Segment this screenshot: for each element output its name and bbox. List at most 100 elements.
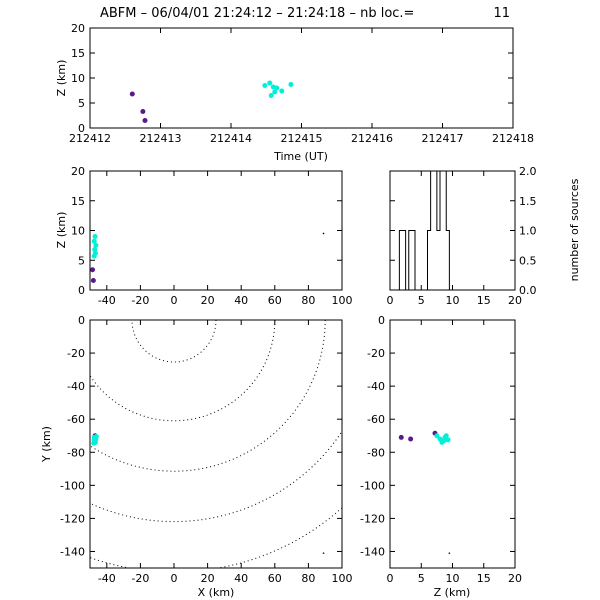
source-point-late — [91, 253, 97, 259]
x-tick-label: 15 — [477, 572, 491, 585]
y-axis-label: Y (km) — [40, 426, 53, 463]
y-tick-label: 0 — [78, 122, 85, 135]
y-tick-label: -40 — [367, 380, 385, 393]
reference-marker — [448, 552, 451, 554]
x-tick-label: 0 — [171, 294, 178, 307]
x-tick-label: 10 — [446, 294, 460, 307]
x-tick-label: 60 — [268, 572, 282, 585]
source-point-early — [398, 434, 404, 440]
x-tick-label: 80 — [301, 572, 315, 585]
panel-time-height: 212412 212413 212414 212415 212416 212417 2124… — [55, 22, 534, 163]
y-tick-label: 20 — [71, 165, 85, 178]
panel-plan-view: -40 -20 0 20 40 60 80 100 0 -20 -40 -60 -80 -100 -120 -… — [40, 314, 353, 599]
y-tick-label: -140 — [60, 545, 85, 558]
y-axis-label: Z (km) — [55, 60, 68, 97]
x-tick-label: 100 — [332, 294, 353, 307]
nb-loc-value: 11 — [493, 6, 510, 21]
x-tick-label: 40 — [234, 572, 248, 585]
y-tick-label: 10 — [71, 225, 85, 238]
y-tick-label: -140 — [360, 545, 385, 558]
source-point-late — [93, 434, 99, 440]
x-tick-label: 0 — [387, 294, 394, 307]
x-tick-label: 15 — [477, 294, 491, 307]
y-tick-label: -60 — [67, 413, 85, 426]
y-tick-label: -60 — [367, 413, 385, 426]
y-tick-label: 0 — [78, 284, 85, 297]
x-tick-label: 212418 — [492, 132, 534, 145]
source-point-late — [441, 438, 447, 444]
reference-marker — [322, 552, 325, 554]
source-point-early — [142, 118, 148, 123]
y-tick-label: 2.0 — [519, 165, 537, 178]
x-tick-label: 212414 — [210, 132, 252, 145]
y-tick-label: 15 — [71, 47, 85, 60]
source-point-late — [262, 83, 268, 88]
source-point-late — [434, 433, 440, 439]
x-tick-label: 212413 — [140, 132, 182, 145]
x-axis-label: Z (km) — [434, 586, 471, 599]
x-tick-label: 100 — [332, 572, 353, 585]
source-point-early — [129, 91, 135, 97]
source-point-late — [443, 433, 449, 439]
source-point-early — [90, 267, 96, 273]
x-tick-label: 212416 — [351, 132, 393, 145]
x-tick-label: 40 — [234, 294, 248, 307]
x-tick-label: 20 — [201, 572, 215, 585]
x-axis-label: X (km) — [198, 586, 235, 599]
y-tick-label: -120 — [360, 512, 385, 525]
reference-marker — [322, 232, 325, 235]
y-tick-label: 1.5 — [519, 195, 537, 208]
y-tick-label: 0 — [378, 314, 385, 327]
x-tick-label: 0 — [171, 572, 178, 585]
panel-x-height: -40 -20 0 20 40 60 80 100 0 5 10 15 20 Z (km) — [55, 165, 353, 307]
x-tick-label: 20 — [201, 294, 215, 307]
x-tick-label: 212412 — [69, 132, 111, 145]
x-tick-label: -20 — [131, 294, 149, 307]
y-axis-label: number of sources — [568, 178, 581, 281]
source-point-late — [91, 440, 97, 446]
panel-frame — [89, 319, 343, 569]
source-point-late — [272, 89, 278, 95]
panel-height-histogram: 0 5 10 15 200.0 0.5 1.0 1.5 2.0 number of source… — [387, 165, 582, 307]
x-tick-label: -40 — [98, 572, 116, 585]
range-contour — [90, 430, 342, 523]
y-tick-label: -100 — [60, 479, 85, 492]
y-tick-label: -80 — [367, 446, 385, 459]
x-tick-label: 212415 — [281, 132, 323, 145]
x-tick-label: 60 — [268, 294, 282, 307]
y-tick-label: 10 — [71, 72, 85, 85]
source-point-early — [140, 109, 146, 114]
source-point-late — [93, 242, 99, 248]
x-tick-label: 0 — [387, 572, 394, 585]
x-tick-label: 5 — [418, 572, 425, 585]
x-tick-label: -20 — [131, 572, 149, 585]
y-tick-label: 20 — [71, 22, 85, 35]
x-tick-label: 20 — [508, 294, 522, 307]
x-tick-label: -40 — [98, 294, 116, 307]
x-axis-label: Time (UT) — [273, 150, 328, 163]
y-tick-label: 5 — [78, 97, 85, 110]
y-tick-label: 5 — [78, 254, 85, 267]
y-tick-label: -100 — [360, 479, 385, 492]
y-tick-label: -120 — [60, 512, 85, 525]
source-point-late — [288, 82, 294, 87]
x-tick-label: 5 — [418, 294, 425, 307]
y-tick-label: 0 — [78, 314, 85, 327]
source-point-late — [92, 233, 98, 239]
y-tick-label: 0.5 — [519, 254, 537, 267]
y-tick-label: -80 — [67, 446, 85, 459]
source-point-early — [408, 436, 414, 442]
x-tick-label: 10 — [446, 572, 460, 585]
source-point-late — [445, 437, 451, 443]
figure-title: ABFM – 06/04/01 21:24:12 – 21:24:18 – nb… — [100, 6, 414, 21]
panel-height-y: 0 5 10 15 20 0 -20 -40 -60 -80 -100 -120 -140 Z (km) — [360, 314, 522, 599]
y-tick-label: 0.0 — [519, 284, 537, 297]
y-tick-label: -20 — [67, 347, 85, 360]
x-tick-label: 80 — [301, 294, 315, 307]
source-point-late — [268, 93, 274, 98]
x-tick-label: 212417 — [422, 132, 464, 145]
y-tick-label: 15 — [71, 195, 85, 208]
source-point-late — [274, 85, 280, 91]
source-point-late — [267, 80, 273, 86]
